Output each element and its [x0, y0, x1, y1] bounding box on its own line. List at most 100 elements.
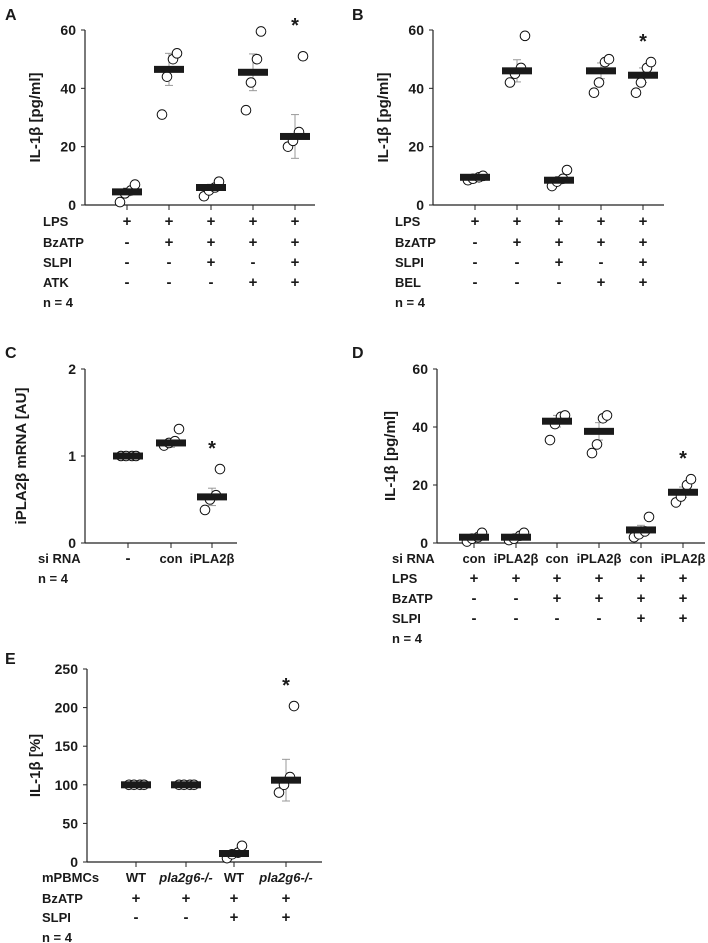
row-value: + [207, 213, 216, 230]
row-value: - [167, 254, 172, 271]
data-group [544, 164, 574, 192]
y-tick-label: 200 [55, 700, 79, 716]
y-tick-label: 60 [60, 22, 76, 38]
row-value: + [249, 234, 258, 251]
data-group [156, 423, 186, 451]
row-value: + [291, 234, 300, 251]
row-label: LPS [43, 214, 69, 229]
row-value: WT [126, 870, 146, 885]
mean-bar [280, 132, 310, 140]
row-value: iPLA2β [661, 551, 706, 566]
data-point [114, 196, 126, 208]
data-point [591, 439, 603, 450]
row-value: con [159, 551, 182, 566]
row-label: SLPI [395, 255, 424, 270]
mean-bar [271, 776, 301, 784]
row-label: BzATP [392, 591, 433, 606]
data-point [519, 30, 531, 42]
row-value: + [291, 274, 300, 291]
row-value: + [207, 254, 216, 271]
data-group [196, 176, 226, 202]
row-value: + [555, 213, 564, 230]
data-group [542, 410, 572, 446]
data-group: * [280, 15, 310, 159]
row-value: + [471, 213, 480, 230]
row-value: con [545, 551, 568, 566]
row-value: iPLA2β [190, 551, 235, 566]
row-value: + [639, 254, 648, 271]
row-value: + [595, 590, 604, 607]
row-value: - [599, 254, 604, 271]
row-value: + [639, 274, 648, 291]
row-value: + [165, 213, 174, 230]
data-point [240, 104, 252, 116]
data-group [502, 30, 532, 88]
data-point [173, 423, 185, 435]
row-value: + [249, 213, 258, 230]
row-value: + [679, 590, 688, 607]
row-value: + [282, 890, 291, 907]
row-value: + [597, 274, 606, 291]
row-value: + [553, 590, 562, 607]
row-value: - [472, 610, 477, 627]
row-value: iPLA2β [494, 551, 539, 566]
row-value: + [679, 570, 688, 587]
y-tick-label: 20 [412, 477, 428, 493]
data-group [238, 26, 268, 116]
mean-bar [113, 452, 143, 460]
mean-bar [219, 850, 249, 858]
data-point [161, 71, 173, 82]
row-value: WT [224, 870, 244, 885]
y-tick-label: 2 [68, 361, 76, 377]
y-tick-label: 20 [60, 139, 76, 155]
row-label: BzATP [43, 235, 84, 250]
row-value: - [134, 909, 139, 926]
data-point [593, 77, 605, 88]
row-value: + [637, 610, 646, 627]
y-tick-label: 250 [55, 661, 79, 677]
row-value: + [555, 254, 564, 271]
data-group: * [628, 31, 658, 99]
row-value: + [637, 570, 646, 587]
row-value: + [291, 254, 300, 271]
data-point [273, 787, 285, 798]
data-point [561, 164, 573, 176]
data-group [154, 48, 184, 120]
row-value: + [230, 909, 239, 926]
data-point [544, 434, 556, 446]
row-value: - [473, 234, 478, 251]
row-value: - [209, 274, 214, 291]
n-label: n = 4 [395, 295, 426, 310]
row-value: + [513, 234, 522, 251]
row-label: LPS [395, 214, 421, 229]
n-label: n = 4 [38, 571, 69, 586]
row-label: ATK [43, 275, 69, 290]
row-value: + [165, 234, 174, 251]
mean-bar [626, 526, 656, 534]
row-label: LPS [392, 571, 418, 586]
row-value: + [555, 234, 564, 251]
data-point [603, 53, 615, 65]
y-tick-label: 0 [416, 197, 424, 213]
data-point [255, 26, 267, 37]
y-tick-label: 0 [70, 854, 78, 870]
significance-star: * [291, 15, 299, 37]
mean-bar [171, 781, 201, 789]
mean-bar [628, 71, 658, 79]
mean-bar [121, 781, 151, 789]
data-point [214, 463, 226, 475]
panel-letter: E [5, 651, 16, 668]
data-group [460, 170, 490, 186]
data-point [588, 87, 600, 99]
row-value: - [184, 909, 189, 926]
y-tick-label: 40 [412, 419, 428, 435]
data-point [630, 87, 642, 99]
data-point [504, 77, 516, 88]
y-axis-label: IL-1β [pg/ml] [382, 411, 399, 501]
row-value: + [637, 590, 646, 607]
data-point [643, 511, 655, 523]
y-tick-label: 40 [60, 80, 76, 96]
y-tick-label: 0 [68, 535, 76, 551]
mean-bar [502, 67, 532, 75]
